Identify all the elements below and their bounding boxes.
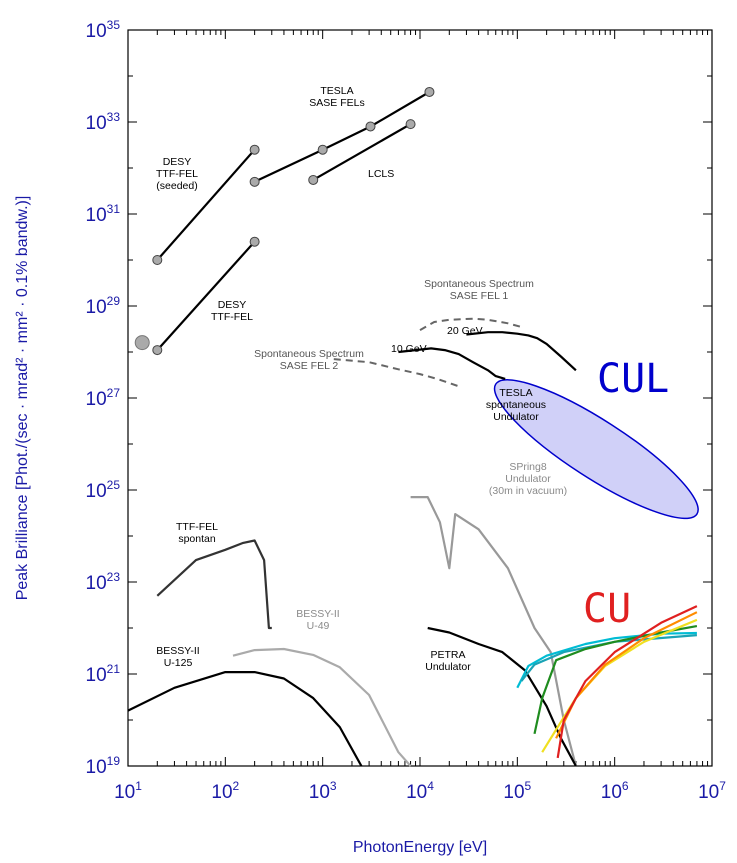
annotation-spontaneous-sase2: Spontaneous Spectrum SASE FEL 2 (254, 348, 364, 372)
annotation-bessy-u125-line2: U-125 (164, 657, 193, 669)
data-point-desy_ttf (152, 345, 163, 356)
y-axis-title: Peak Brilliance [Phot./(sec · mrad² · mm… (14, 196, 31, 601)
series-line-cu (533, 625, 698, 735)
x-tick-labels: 101 102 103 104 105 106 107 (114, 779, 726, 803)
y-tick-label: 1033 (86, 110, 121, 134)
y-tick-label: 1027 (86, 386, 121, 410)
annotation-petra: PETRA Undulator (425, 649, 471, 673)
annotation-20gev: 20 GeV (447, 325, 483, 337)
annotation-tesla: TESLA SASE FELs (309, 85, 364, 109)
x-tick-label: 106 (601, 779, 629, 803)
annotation-bessy-u125-line1: BESSY-II (156, 645, 199, 657)
data-point-desy_seeded (152, 255, 163, 265)
annotation-bessy-u49-line1: BESSY-II (296, 608, 339, 620)
annotation-spring8-line3: (30m in vacuum) (489, 485, 567, 497)
data-point-desy_ttf (249, 236, 260, 247)
annotation-ttf-spontan: TTF-FEL spontan (176, 521, 218, 545)
annotation-spontaneous-sase1-line1: Spontaneous Spectrum (424, 278, 534, 290)
axis-ticks (127, 29, 713, 767)
cu-label: CU (583, 586, 631, 632)
annotation-spontaneous-sase2-line1: Spontaneous Spectrum (254, 348, 364, 360)
series-line-sase_sp1 (419, 317, 522, 331)
y-tick-label: 1019 (86, 754, 121, 778)
y-tick-label: 1029 (86, 294, 121, 318)
x-tick-label: 103 (309, 779, 337, 803)
y-tick-label: 1023 (86, 570, 121, 594)
annotation-spontaneous-sase1-line2: SASE FEL 1 (450, 290, 509, 302)
series-line-bessy125 (127, 670, 363, 767)
series-line-sase_sp2 (333, 358, 460, 388)
standalone-marker (134, 335, 150, 351)
annotation-tesla-line2: SASE FELs (309, 97, 364, 109)
series-line-gev10 (398, 347, 506, 380)
y-tick-labels: 1019 1021 1023 1025 1027 1029 1031 1033 1035 (86, 18, 121, 778)
series-line-gev20 (466, 331, 577, 372)
data-point-tesla_sase (424, 86, 435, 97)
series-line-cu (556, 605, 698, 759)
series-line-ttf_spontan (156, 539, 272, 630)
annotation-petra-line2: Undulator (425, 661, 471, 673)
annotation-spring8: SPring8 Undulator (30m in vacuum) (489, 461, 567, 497)
annotation-desy-seeded-line3: (seeded) (156, 180, 197, 192)
annotation-spring8-line2: Undulator (505, 473, 551, 485)
annotation-10gev: 10 GeV (391, 343, 427, 355)
annotation-ttf-spontan-line2: spontan (178, 533, 216, 545)
x-tick-label: 104 (406, 779, 434, 803)
data-point-lcls (308, 174, 319, 185)
y-tick-label: 1021 (86, 662, 121, 686)
annotation-spontaneous-sase1: Spontaneous Spectrum SASE FEL 1 (424, 278, 534, 302)
series-line-desy_ttf (156, 240, 256, 351)
x-tick-label: 105 (503, 779, 531, 803)
data-point-tesla_sase (365, 121, 376, 132)
series-line-tesla_sase (254, 91, 430, 183)
marker-layer (134, 335, 150, 351)
y-tick-label: 1031 (86, 202, 121, 226)
annotation-bessy-u49: BESSY-II U-49 (296, 608, 339, 632)
annotation-desy-seeded-line2: TTF-FEL (156, 168, 198, 180)
annotation-desy-seeded: DESY TTF-FEL (seeded) (156, 156, 198, 192)
series-line-bessy49 (232, 647, 412, 767)
series-line-desy_seeded (156, 148, 256, 261)
data-point-tesla_sase (317, 144, 328, 155)
annotation-bessy-u49-line2: U-49 (307, 620, 330, 632)
annotation-bessy-u125: BESSY-II U-125 (156, 645, 199, 669)
cul-region (493, 379, 699, 520)
annotation-tesla-undulator: TESLA spontaneous Undulator (486, 387, 546, 423)
annotation-tesla-undulator-line2: spontaneous (486, 399, 546, 411)
annotation-spontaneous-sase2-line2: SASE FEL 2 (280, 360, 339, 372)
annotation-ttf-spontan-line1: TTF-FEL (176, 521, 218, 533)
annotation-desy-ttf-line1: DESY (218, 299, 247, 311)
annotation-spring8-line1: SPring8 (509, 461, 547, 473)
series-layer (127, 86, 698, 767)
x-tick-label: 107 (698, 779, 726, 803)
annotation-desy-ttf: DESY TTF-FEL (211, 299, 253, 323)
y-tick-label: 1025 (86, 478, 121, 502)
annotation-tesla-undulator-line3: Undulator (493, 411, 539, 423)
cul-label: CUL (597, 356, 669, 402)
series-line-lcls (312, 123, 412, 181)
annotation-desy-seeded-line1: DESY (163, 156, 192, 168)
x-axis-title: PhotonEnergy [eV] (353, 839, 487, 856)
series-line-sp8 (410, 496, 577, 767)
annotation-tesla-undulator-line1: TESLA (499, 387, 532, 399)
x-tick-label: 101 (114, 779, 142, 803)
cul-region-layer (493, 379, 699, 520)
data-point-desy_seeded (249, 144, 260, 155)
annotation-desy-ttf-line2: TTF-FEL (211, 311, 253, 323)
annotation-tesla-line1: TESLA (320, 85, 353, 97)
annotation-petra-line1: PETRA (430, 649, 465, 661)
data-point-lcls (405, 119, 416, 130)
x-tick-label: 102 (211, 779, 239, 803)
data-point-tesla_sase (249, 176, 260, 187)
annotation-lcls: LCLS (368, 168, 394, 180)
y-tick-label: 1035 (86, 18, 121, 42)
